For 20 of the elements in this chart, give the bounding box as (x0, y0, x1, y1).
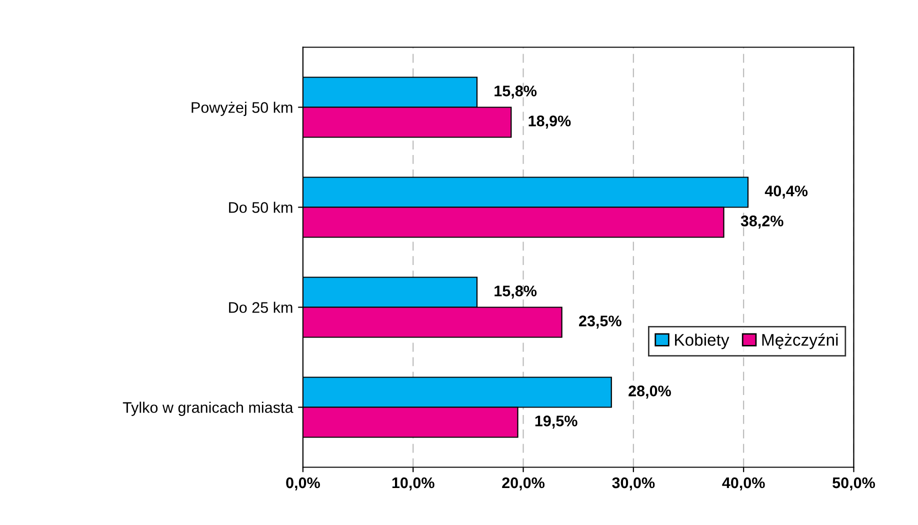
x-tick-label: 20,0% (502, 477, 545, 490)
data-label: 28,0% (628, 386, 671, 399)
y-tick-label: Powyżej 50 km (192, 102, 292, 116)
legend-label: Mężczyźni (762, 333, 838, 350)
x-tick-label: 10,0% (392, 477, 434, 490)
data-label: 15,8% (494, 86, 537, 99)
x-tick-label: 0,0% (286, 477, 320, 490)
x-tick-label: 30,0% (612, 477, 655, 490)
data-label: 23,5% (579, 316, 622, 329)
y-tick-label: Do 50 km (229, 202, 292, 213)
data-label: 19,5% (535, 416, 578, 429)
x-tick-label: 40,0% (722, 477, 765, 490)
data-label: 15,8% (494, 286, 537, 299)
y-tick-label: Do 25 km (229, 302, 292, 313)
data-label: 18,9% (528, 116, 571, 129)
y-tick-label: Tylko w granicach miasta (122, 402, 294, 416)
x-tick-label: 50,0% (832, 477, 875, 490)
data-label: 40,4% (764, 186, 808, 199)
data-label: 38,2% (740, 216, 784, 229)
legend-label: Kobiety (675, 334, 730, 350)
